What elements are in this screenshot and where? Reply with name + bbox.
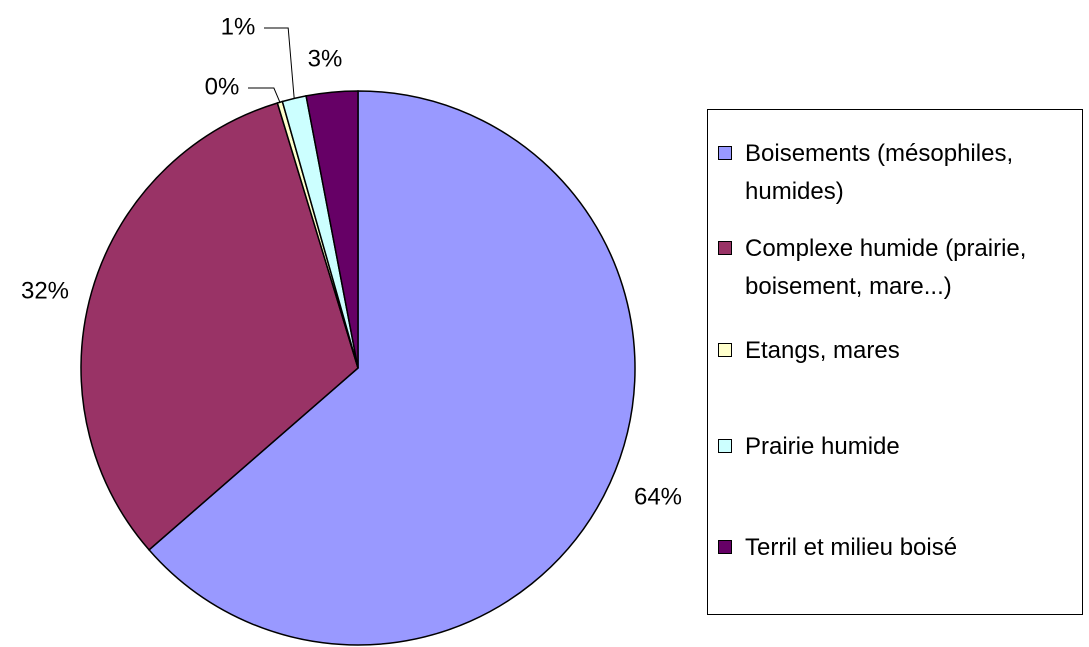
legend-label: Terril et milieu boisé [745, 534, 958, 561]
legend-swatch [718, 241, 732, 255]
legend-label: Boisements (mésophiles, humides) [745, 140, 1014, 205]
data-label: 64% [634, 483, 682, 510]
data-label: 0% [205, 73, 240, 100]
leader-line [264, 27, 295, 99]
legend: Boisements (mésophiles, humides) Complexe… [707, 109, 1083, 615]
legend-swatch [718, 540, 732, 554]
pie-slice [148, 90, 636, 646]
data-label: 3% [308, 45, 343, 72]
legend-label: Etangs, mares [745, 337, 900, 364]
pie-slice [305, 90, 359, 369]
data-label: 1% [221, 13, 256, 40]
legend-swatch [718, 343, 732, 357]
legend-label: Complexe humide (prairie, boisement, mar… [745, 235, 1027, 300]
leader-line [248, 87, 281, 103]
legend-swatch [718, 439, 732, 453]
data-label: 32% [21, 277, 69, 304]
legend-label: Prairie humide [745, 433, 900, 460]
legend-swatch [718, 146, 732, 160]
pie-slice [80, 102, 359, 551]
